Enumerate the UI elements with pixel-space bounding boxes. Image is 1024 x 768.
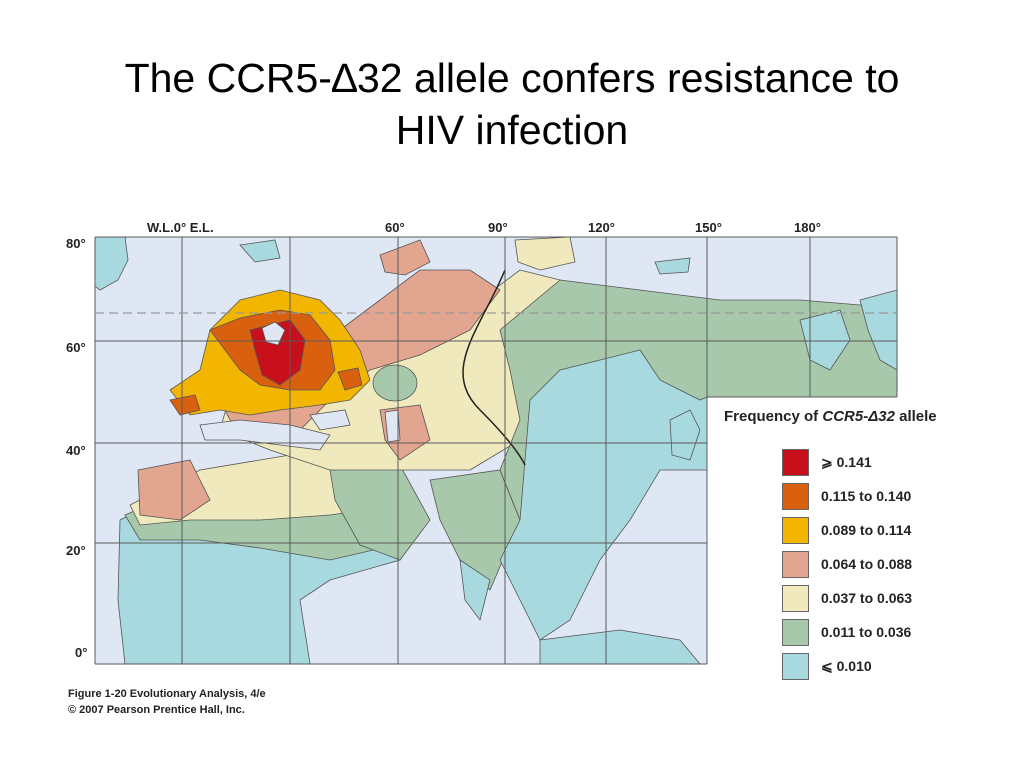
aral-region xyxy=(372,364,418,402)
kamchatka-region xyxy=(799,309,851,371)
legend-swatch xyxy=(782,618,809,646)
legend-label: ⩾ 0.141 xyxy=(821,453,872,470)
legend-label: 0.115 to 0.140 xyxy=(821,488,912,504)
longitude-label-150: 150° xyxy=(695,220,722,235)
legend-item: ⩾ 0.141 xyxy=(728,445,998,479)
greenland-region xyxy=(95,237,129,291)
legend-item: 0.089 to 0.114 xyxy=(728,513,998,547)
indonesia-region xyxy=(539,629,701,664)
caption-line-2: © 2007 Pearson Prentice Hall, Inc. xyxy=(68,704,245,716)
zone-boundary xyxy=(462,269,526,466)
legend-item: 0.011 to 0.036 xyxy=(728,615,998,649)
black-sea xyxy=(309,409,351,431)
legend-label: 0.064 to 0.088 xyxy=(821,556,913,572)
iberia-orange xyxy=(169,394,201,416)
legend-item: 0.064 to 0.088 xyxy=(728,547,998,581)
north-africa-pink xyxy=(137,459,211,521)
latitude-label-20: 20° xyxy=(66,543,86,558)
graticule xyxy=(94,236,898,665)
longitude-label-180: 180° xyxy=(794,220,821,235)
title-line-2: HIV infection xyxy=(395,107,629,153)
legend-label: 0.011 to 0.036 xyxy=(821,624,912,640)
moscow-orange xyxy=(337,367,363,391)
legend: Frequency of CCR5-Δ32 allele ⩾ 0.141 0.1… xyxy=(724,408,998,683)
legend-title: Frequency of CCR5-Δ32 allele xyxy=(724,408,998,425)
india-south xyxy=(459,559,491,621)
legend-title-prefix: Frequency of xyxy=(724,408,823,425)
legend-swatch xyxy=(782,584,809,612)
legend-item: 0.115 to 0.140 xyxy=(728,479,998,513)
legend-title-gene: CCR5-Δ32 xyxy=(822,408,895,425)
legend-item: ⩽ 0.010 xyxy=(728,649,998,683)
legend-swatch xyxy=(782,448,809,476)
legend-swatch xyxy=(782,516,809,544)
caption-line-1: Figure 1-20 Evolutionary Analysis, 4/e xyxy=(68,688,266,700)
latitude-label-0: 0° xyxy=(75,645,88,660)
longitude-label-0: W.L.0° E.L. xyxy=(147,220,214,235)
figure-caption: Figure 1-20 Evolutionary Analysis, 4/e ©… xyxy=(68,686,266,718)
japan-region xyxy=(669,409,701,461)
legend-swatch xyxy=(782,482,809,510)
slide-title: The CCR5-∆32 allele confers resistance t… xyxy=(40,52,984,156)
latitude-label-60: 60° xyxy=(66,340,86,355)
title-line-1: The CCR5-∆32 allele confers resistance t… xyxy=(124,55,900,101)
china-blue-region xyxy=(499,349,708,641)
latitude-label-80: 80° xyxy=(66,236,86,251)
legend-label: 0.089 to 0.114 xyxy=(821,522,912,538)
legend-title-suffix: allele xyxy=(894,408,937,425)
svalbard-region xyxy=(239,239,281,263)
longitude-label-60: 60° xyxy=(385,220,405,235)
legend-swatch xyxy=(782,652,809,680)
novaya-zemlya-region xyxy=(379,239,431,276)
caspian-sea xyxy=(384,409,401,443)
legend-swatch xyxy=(782,550,809,578)
legend-label: 0.037 to 0.063 xyxy=(821,590,913,606)
baltic-sea xyxy=(261,321,286,346)
arctic-islands-ne xyxy=(654,257,691,275)
latitude-label-40: 40° xyxy=(66,443,86,458)
longitude-label-90: 90° xyxy=(488,220,508,235)
alaska-region xyxy=(859,289,897,371)
longitude-label-120: 120° xyxy=(588,220,615,235)
legend-item: 0.037 to 0.063 xyxy=(728,581,998,615)
legend-label: ⩽ 0.010 xyxy=(821,657,872,674)
